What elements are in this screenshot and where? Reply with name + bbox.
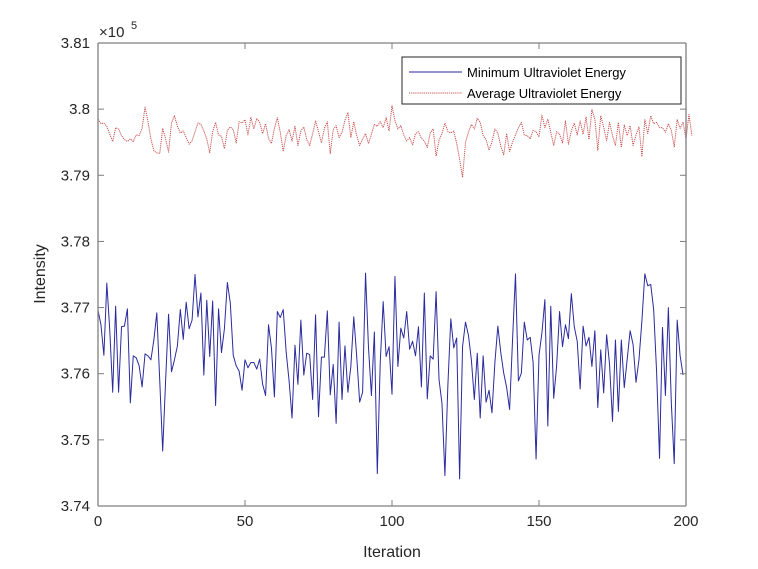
series-line-average [97, 105, 693, 178]
legend: Minimum Ultraviolet Energy Average Ultra… [401, 56, 682, 105]
y-ticks: 3.74 3.75 3.76 3.77 3.78 3.79 3.8 3.81 [61, 35, 686, 515]
x-tick-label: 200 [673, 513, 698, 530]
series-layer [97, 105, 693, 480]
y-tick-label: 3.76 [61, 366, 90, 383]
x-tick-label: 50 [237, 513, 254, 530]
y-tick-label: 3.78 [61, 233, 90, 250]
legend-label-minimum: Minimum Ultraviolet Energy [467, 65, 626, 80]
legend-label-average: Average Ultraviolet Energy [467, 86, 622, 101]
series-line-minimum [97, 272, 684, 480]
x-tick-label: 150 [526, 513, 551, 530]
y-tick-label: 3.79 [61, 167, 90, 184]
y-tick-label: 3.74 [61, 498, 90, 515]
y-exponent-base: ×10 [99, 24, 124, 41]
y-tick-label: 3.81 [61, 35, 90, 52]
x-ticks: 0 50 100 150 200 [94, 43, 699, 530]
legend-box [401, 56, 682, 105]
y-axis-title: Intensity [32, 244, 49, 304]
x-axis-title: Iteration [363, 544, 421, 561]
x-tick-label: 100 [379, 513, 404, 530]
plot-area [98, 43, 686, 506]
y-tick-label: 3.8 [69, 101, 90, 118]
y-tick-label: 3.75 [61, 432, 90, 449]
y-exponent-power: 5 [131, 20, 137, 32]
y-tick-label: 3.77 [61, 300, 90, 317]
x-tick-label: 0 [94, 513, 102, 530]
